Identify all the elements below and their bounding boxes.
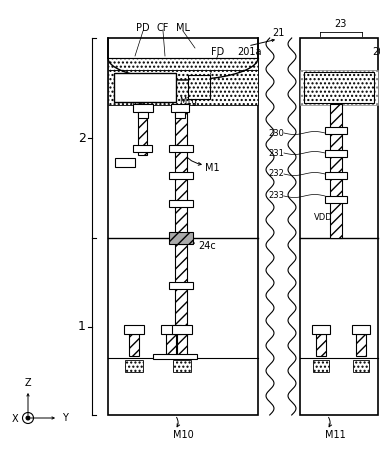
Bar: [173, 360, 191, 372]
Bar: [325, 150, 347, 157]
Bar: [161, 325, 181, 334]
Bar: [115, 158, 135, 167]
Text: 201a: 201a: [237, 47, 261, 57]
Bar: [138, 112, 148, 118]
Text: FD: FD: [211, 47, 225, 57]
Text: CF: CF: [157, 23, 169, 33]
Text: 2: 2: [78, 132, 86, 145]
Bar: [169, 200, 193, 207]
Bar: [304, 72, 374, 103]
Bar: [325, 127, 347, 134]
Text: 232: 232: [268, 170, 284, 178]
Bar: [353, 360, 369, 372]
Bar: [300, 70, 378, 105]
Bar: [169, 172, 193, 179]
Bar: [356, 334, 366, 356]
Bar: [177, 334, 187, 356]
Bar: [169, 145, 193, 152]
Text: Z: Z: [25, 378, 31, 388]
Text: 230: 230: [268, 128, 284, 138]
Text: 1: 1: [78, 320, 86, 333]
Text: M1i: M1i: [131, 97, 146, 105]
Text: M1: M1: [205, 163, 220, 173]
Bar: [169, 282, 193, 289]
Bar: [133, 104, 153, 112]
Bar: [153, 354, 197, 359]
Bar: [175, 110, 187, 238]
Bar: [133, 145, 152, 152]
Bar: [175, 112, 185, 118]
Bar: [300, 38, 378, 415]
Bar: [124, 325, 144, 334]
Text: 24c: 24c: [198, 241, 216, 251]
Bar: [166, 334, 176, 356]
Text: 231: 231: [268, 148, 284, 158]
Bar: [312, 325, 330, 334]
Bar: [325, 196, 347, 203]
Bar: [129, 334, 139, 356]
Text: M1g: M1g: [179, 97, 197, 105]
Bar: [108, 38, 258, 415]
Bar: [175, 244, 187, 336]
Bar: [316, 334, 326, 356]
Bar: [125, 360, 143, 372]
Bar: [108, 58, 258, 70]
Bar: [313, 360, 329, 372]
Bar: [171, 104, 189, 112]
Circle shape: [26, 416, 30, 420]
Text: 20: 20: [372, 47, 380, 57]
Bar: [108, 70, 258, 105]
Bar: [138, 110, 147, 155]
Text: M10: M10: [173, 430, 193, 440]
Text: M11: M11: [325, 430, 345, 440]
Text: 23: 23: [334, 19, 346, 29]
Bar: [188, 75, 210, 99]
Text: ML: ML: [176, 23, 190, 33]
Bar: [172, 325, 192, 334]
Bar: [330, 104, 342, 238]
Bar: [325, 172, 347, 179]
Bar: [352, 325, 370, 334]
Text: X: X: [11, 414, 18, 424]
Bar: [169, 232, 193, 244]
Text: VDD2: VDD2: [314, 213, 338, 223]
Bar: [114, 73, 176, 102]
Text: 233: 233: [268, 192, 284, 201]
Text: Y: Y: [62, 413, 68, 423]
Text: 21: 21: [272, 28, 284, 38]
Text: PD: PD: [136, 23, 150, 33]
